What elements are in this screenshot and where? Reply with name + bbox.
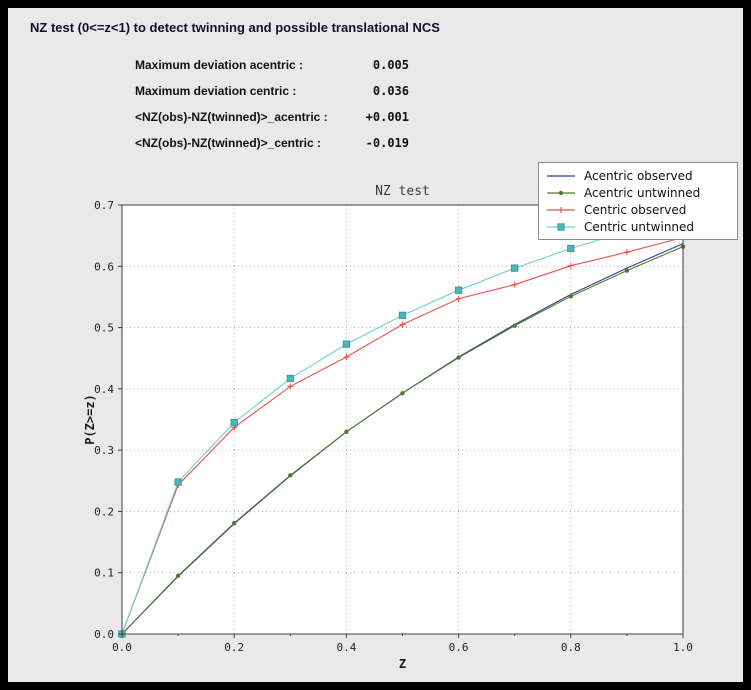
plot-background	[122, 205, 683, 634]
data-point-marker	[286, 374, 294, 383]
legend-item-acentric-untwinned: Acentric untwinned	[545, 184, 731, 201]
data-point-marker	[567, 244, 575, 253]
stats-block: Maximum deviation acentric : 0.005 Maxim…	[135, 58, 409, 162]
data-point-marker	[400, 390, 405, 396]
stat-label: Maximum deviation acentric :	[135, 58, 304, 72]
y-tick-label: 0.2	[94, 505, 114, 518]
y-tick-label: 0.5	[94, 322, 114, 335]
page-title: NZ test (0<=z<1) to detect twinning and …	[30, 20, 440, 35]
stat-label: <NZ(obs)-NZ(twinned)>_acentric :	[135, 110, 328, 124]
x-tick-label: 0.2	[224, 641, 244, 654]
y-tick-label: 0.1	[94, 567, 114, 580]
chart-legend: Acentric observed Acentric untwinned Cen…	[538, 162, 738, 240]
legend-item-acentric-observed: Acentric observed	[545, 167, 731, 184]
y-tick-label: 0.0	[94, 628, 114, 641]
y-tick-label: 0.4	[94, 383, 114, 396]
x-axis-label: Z	[399, 657, 406, 671]
legend-label: Centric observed	[584, 202, 687, 217]
series-acentric-untwinned	[119, 244, 686, 637]
stat-value: +0.001	[365, 110, 409, 124]
x-tick-label: 0.8	[561, 641, 581, 654]
data-point-marker	[344, 429, 349, 434]
legend-item-centric-observed: Centric observed	[545, 201, 731, 218]
nz-test-panel: NZ test (0<=z<1) to detect twinning and …	[8, 8, 743, 682]
y-tick-label: 0.6	[94, 260, 114, 273]
data-point-marker	[175, 573, 181, 578]
data-point-marker	[398, 311, 407, 319]
chart-title: NZ test	[375, 184, 430, 199]
stat-label: Maximum deviation centric :	[135, 84, 297, 98]
data-point-marker	[624, 268, 630, 273]
data-point-marker	[342, 340, 351, 348]
y-tick-label: 0.3	[94, 444, 114, 457]
data-point-marker	[230, 418, 238, 427]
data-point-marker	[557, 222, 565, 231]
data-point-marker	[512, 323, 517, 328]
y-axis-label: P(Z>=z)	[83, 394, 97, 445]
stat-label: <NZ(obs)-NZ(twinned)>_centric :	[135, 136, 322, 150]
x-tick-label: 0.4	[336, 641, 356, 654]
stat-value: 0.005	[372, 58, 409, 72]
stat-row-max-dev-acentric: Maximum deviation acentric : 0.005	[135, 58, 409, 72]
legend-line-sample-icon	[547, 190, 575, 195]
x-tick-label: 0.6	[449, 641, 469, 654]
legend-line-sample-icon	[547, 174, 575, 177]
y-tick-label: 0.7	[94, 199, 114, 212]
data-point-marker	[288, 473, 293, 478]
data-point-marker	[174, 478, 182, 486]
stat-row-max-dev-centric: Maximum deviation centric : 0.036	[135, 84, 409, 98]
nz-test-plot: 0.0 0.2 0.4 0.6 0.8 1.0 0.0 0.1 0.2 0.3 0.4 0.5 0.6 0…	[83, 184, 693, 671]
stat-row-mean-diff-acentric: <NZ(obs)-NZ(twinned)>_acentric : +0.001	[135, 110, 409, 124]
data-point-marker	[232, 520, 237, 526]
chart-area: 0.0 0.2 0.4 0.6 0.8 1.0 0.0 0.1 0.2 0.3 0.4 0.5 0.6 0…	[8, 156, 743, 682]
legend-label: Centric untwinned	[584, 219, 695, 234]
x-tick-label: 1.0	[673, 641, 693, 654]
stat-value: -0.019	[365, 136, 409, 150]
data-point-marker	[568, 294, 573, 299]
legend-label: Acentric untwinned	[584, 185, 701, 200]
data-point-marker	[558, 190, 564, 195]
stat-value: 0.036	[372, 84, 409, 98]
data-point-marker	[456, 355, 461, 360]
stat-row-mean-diff-centric: <NZ(obs)-NZ(twinned)>_centric : -0.019	[135, 136, 409, 150]
data-point-marker	[511, 264, 519, 272]
legend-label: Acentric observed	[584, 168, 693, 183]
legend-line-sample-icon	[547, 206, 575, 213]
legend-item-centric-untwinned: Centric untwinned	[545, 218, 731, 235]
data-point-marker	[454, 286, 463, 294]
legend-line-sample-icon	[547, 222, 575, 231]
x-tick-label: 0.0	[112, 641, 132, 654]
